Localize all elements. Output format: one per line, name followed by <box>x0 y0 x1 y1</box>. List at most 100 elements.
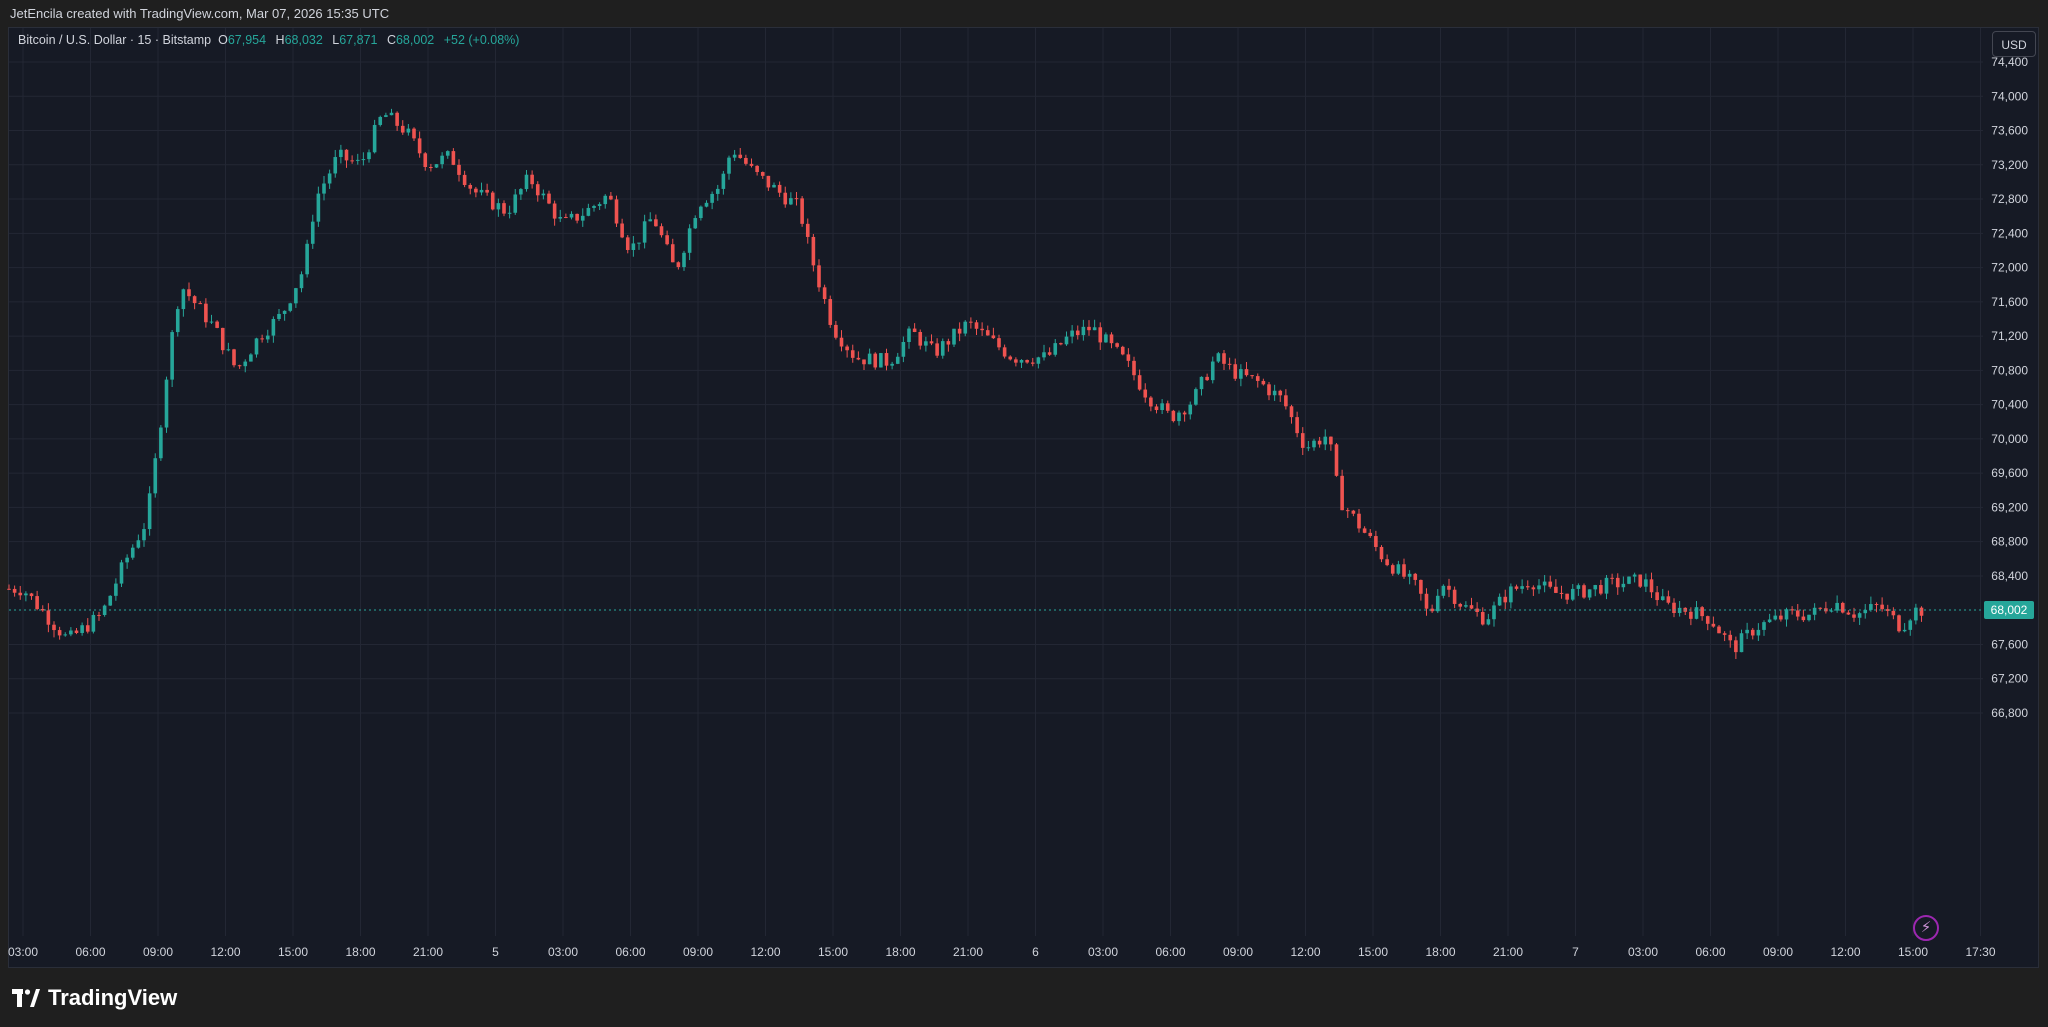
candle-body <box>1694 607 1699 619</box>
candle-body <box>80 625 84 633</box>
candle-body <box>524 174 529 190</box>
candle-body <box>760 172 765 176</box>
close-label: C <box>386 33 396 47</box>
candle-body <box>1284 395 1288 407</box>
y-tick-label: 70,000 <box>1991 432 2028 446</box>
y-tick-label: 69,600 <box>1991 466 2028 480</box>
candle-body <box>693 218 698 229</box>
candle-body <box>1610 577 1614 579</box>
candle-body <box>243 361 248 367</box>
y-tick-label: 74,000 <box>1991 89 2028 103</box>
candle-body <box>1621 583 1626 588</box>
candle-body <box>732 154 737 158</box>
y-tick-label: 70,400 <box>1991 398 2028 412</box>
candle-body <box>1509 586 1513 603</box>
candle-body <box>1047 352 1052 355</box>
candle-body <box>1756 629 1761 636</box>
x-tick-label: 09:00 <box>683 945 713 959</box>
candle-body <box>749 163 754 166</box>
candle-body <box>1554 586 1558 593</box>
candle-body <box>192 296 197 304</box>
candle-body <box>580 215 585 221</box>
candle-body <box>862 359 866 365</box>
candle-body <box>699 206 703 219</box>
x-tick-label: 15:00 <box>1898 945 1928 959</box>
lightning-icon[interactable]: ⚡ <box>1913 915 1939 941</box>
candle-body <box>125 557 129 563</box>
candle-body <box>1030 362 1035 364</box>
candle-body <box>1711 623 1716 627</box>
candle-body <box>1216 353 1221 362</box>
candle-body <box>1312 440 1316 448</box>
candle-body <box>1717 626 1721 634</box>
candle-body <box>850 350 855 358</box>
candle-body <box>119 562 124 584</box>
grid-lines <box>9 28 1983 936</box>
candle-body <box>991 335 996 339</box>
candle-body <box>215 321 219 328</box>
candle-body <box>682 252 686 268</box>
candle-body <box>569 213 574 218</box>
y-tick-label: 67,200 <box>1991 672 2028 686</box>
candle-body <box>614 199 619 224</box>
candle-body <box>232 349 236 366</box>
candle-body <box>1565 593 1569 600</box>
symbol-legend: Bitcoin / U.S. Dollar · 15 · Bitstamp O6… <box>18 33 525 47</box>
candle-body <box>1531 587 1536 590</box>
candle-body <box>164 379 169 428</box>
candle-body <box>1599 585 1603 594</box>
x-tick-label: 06:00 <box>1695 945 1725 959</box>
candle-body <box>811 236 816 266</box>
candle-body <box>552 203 557 219</box>
candle-body <box>1126 354 1131 361</box>
candle-body <box>715 188 720 194</box>
candle-body <box>1503 596 1508 603</box>
candle-body <box>519 189 523 195</box>
candle-body <box>1576 585 1581 589</box>
x-tick-label: 15:00 <box>278 945 308 959</box>
candle-body <box>1182 412 1187 415</box>
candle-body <box>1154 406 1159 411</box>
x-tick-label: 18:00 <box>1425 945 1455 959</box>
candle-body <box>1267 384 1271 396</box>
chart-panel[interactable] <box>8 27 2039 968</box>
candle-body <box>1149 397 1153 407</box>
brand-logo[interactable]: TradingView <box>12 985 177 1011</box>
candle-body <box>1345 510 1350 512</box>
candle-body <box>1255 376 1260 381</box>
candle-body <box>637 242 641 244</box>
candle-body <box>457 164 461 175</box>
candle-body <box>1042 352 1046 358</box>
candle-body <box>1660 596 1665 601</box>
candle-body <box>828 299 833 325</box>
x-tick-label: 03:00 <box>1628 945 1658 959</box>
candle-body <box>1137 375 1142 390</box>
candle-body <box>817 265 821 288</box>
candle-body <box>1835 602 1839 611</box>
candle-body <box>7 588 11 590</box>
y-tick-label: 67,600 <box>1991 637 2028 651</box>
candlestick-chart[interactable]: 74,400 74,000 73,600 73,200 72,800 72,400 72,0… <box>0 0 2048 968</box>
currency-button[interactable]: USD <box>1992 31 2036 57</box>
candle-body <box>1492 605 1496 620</box>
candle-body <box>24 593 28 596</box>
candle-body <box>946 341 951 345</box>
candle-body <box>1064 336 1069 345</box>
candle-body <box>1689 611 1693 619</box>
candle-body <box>620 223 624 238</box>
candle-body <box>1300 433 1305 448</box>
candle-body <box>1244 369 1249 376</box>
y-tick-label: 74,400 <box>1991 55 2028 69</box>
candle-body <box>670 244 675 263</box>
candle-body <box>1829 610 1834 612</box>
candle-body <box>1773 615 1778 620</box>
x-tick-label: 03:00 <box>8 945 38 959</box>
candle-body <box>91 614 96 632</box>
candle-body <box>867 353 872 365</box>
candle-body <box>592 206 596 208</box>
candle-body <box>822 287 827 300</box>
x-tick-label: 12:00 <box>1830 945 1860 959</box>
candle-body <box>1464 605 1468 607</box>
y-tick-label: 68,800 <box>1991 535 2028 549</box>
time-axis: 03:00 06:00 09:00 12:00 15:00 18:00 21:00 5 03:0… <box>8 945 1996 959</box>
